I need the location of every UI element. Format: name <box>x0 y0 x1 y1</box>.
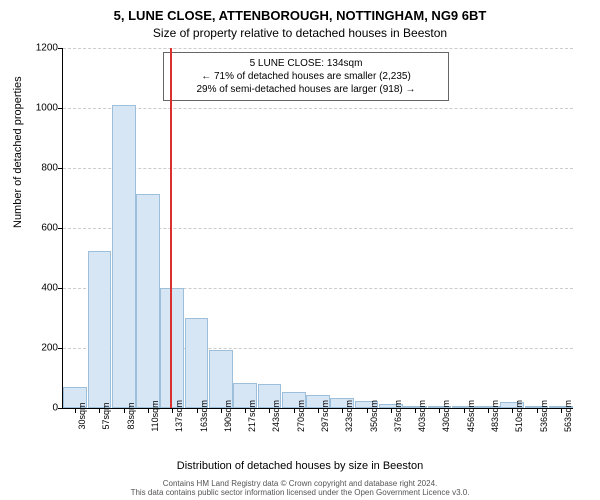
x-tick-label: 163sqm <box>199 400 209 432</box>
footer-line1: Contains HM Land Registry data © Crown c… <box>0 479 600 489</box>
y-tick-label: 0 <box>18 403 58 414</box>
x-tick <box>318 408 319 413</box>
title-subtitle: Size of property relative to detached ho… <box>0 26 600 40</box>
x-tick-label: 83sqm <box>126 402 136 429</box>
x-tick-label: 483sqm <box>490 400 500 432</box>
x-tick <box>391 408 392 413</box>
x-tick-label: 403sqm <box>417 400 427 432</box>
gridline <box>63 48 573 49</box>
y-tick <box>58 408 63 409</box>
x-axis-label: Distribution of detached houses by size … <box>0 460 600 472</box>
bar <box>112 105 136 408</box>
x-tick-label: 456sqm <box>466 400 476 432</box>
x-tick <box>245 408 246 413</box>
x-tick <box>415 408 416 413</box>
plot-area: 5 LUNE CLOSE: 134sqm ← 71% of detached h… <box>62 48 573 409</box>
x-tick-label: 30sqm <box>77 402 87 429</box>
chart-container: 5, LUNE CLOSE, ATTENBOROUGH, NOTTINGHAM,… <box>0 0 600 500</box>
x-tick-label: 217sqm <box>247 400 257 432</box>
y-tick <box>58 48 63 49</box>
x-tick-label: 536sqm <box>539 400 549 432</box>
y-tick <box>58 108 63 109</box>
x-tick-label: 270sqm <box>296 400 306 432</box>
x-tick-label: 323sqm <box>344 400 354 432</box>
x-tick <box>124 408 125 413</box>
x-tick-label: 243sqm <box>271 400 281 432</box>
x-tick-label: 137sqm <box>174 400 184 432</box>
y-tick-label: 200 <box>18 343 58 354</box>
x-tick <box>561 408 562 413</box>
y-tick <box>58 288 63 289</box>
bar <box>160 288 184 408</box>
y-tick-label: 1000 <box>18 103 58 114</box>
y-axis-label: Number of detached properties <box>12 76 24 228</box>
x-tick-label: 57sqm <box>101 402 111 429</box>
bar <box>185 318 209 408</box>
x-tick-label: 510sqm <box>514 400 524 432</box>
x-tick <box>197 408 198 413</box>
infobox-line3: 29% of semi-detached houses are larger (… <box>170 83 442 96</box>
x-tick-label: 110sqm <box>150 400 160 431</box>
info-box: 5 LUNE CLOSE: 134sqm ← 71% of detached h… <box>163 52 449 101</box>
x-tick-label: 563sqm <box>563 400 573 432</box>
x-tick <box>488 408 489 413</box>
title-address: 5, LUNE CLOSE, ATTENBOROUGH, NOTTINGHAM,… <box>0 8 600 23</box>
bar <box>88 251 112 409</box>
bar <box>136 194 160 409</box>
x-tick <box>294 408 295 413</box>
infobox-line1: 5 LUNE CLOSE: 134sqm <box>170 57 442 70</box>
x-tick-label: 430sqm <box>441 400 451 432</box>
gridline <box>63 108 573 109</box>
reference-line <box>170 48 172 408</box>
y-tick-label: 1200 <box>18 43 58 54</box>
y-tick <box>58 228 63 229</box>
x-tick <box>148 408 149 413</box>
x-tick <box>367 408 368 413</box>
x-tick-label: 297sqm <box>320 400 330 432</box>
x-tick-label: 190sqm <box>223 400 233 432</box>
y-tick-label: 800 <box>18 163 58 174</box>
infobox-line2: ← 71% of detached houses are smaller (2,… <box>170 70 442 83</box>
y-tick-label: 600 <box>18 223 58 234</box>
x-tick-label: 376sqm <box>393 400 403 432</box>
x-tick <box>464 408 465 413</box>
y-tick-label: 400 <box>18 283 58 294</box>
footer-line2: This data contains public sector informa… <box>0 488 600 498</box>
x-tick <box>537 408 538 413</box>
y-tick <box>58 348 63 349</box>
x-tick <box>221 408 222 413</box>
y-tick <box>58 168 63 169</box>
footer: Contains HM Land Registry data © Crown c… <box>0 479 600 498</box>
x-tick-label: 350sqm <box>369 400 379 432</box>
x-tick <box>75 408 76 413</box>
gridline <box>63 168 573 169</box>
